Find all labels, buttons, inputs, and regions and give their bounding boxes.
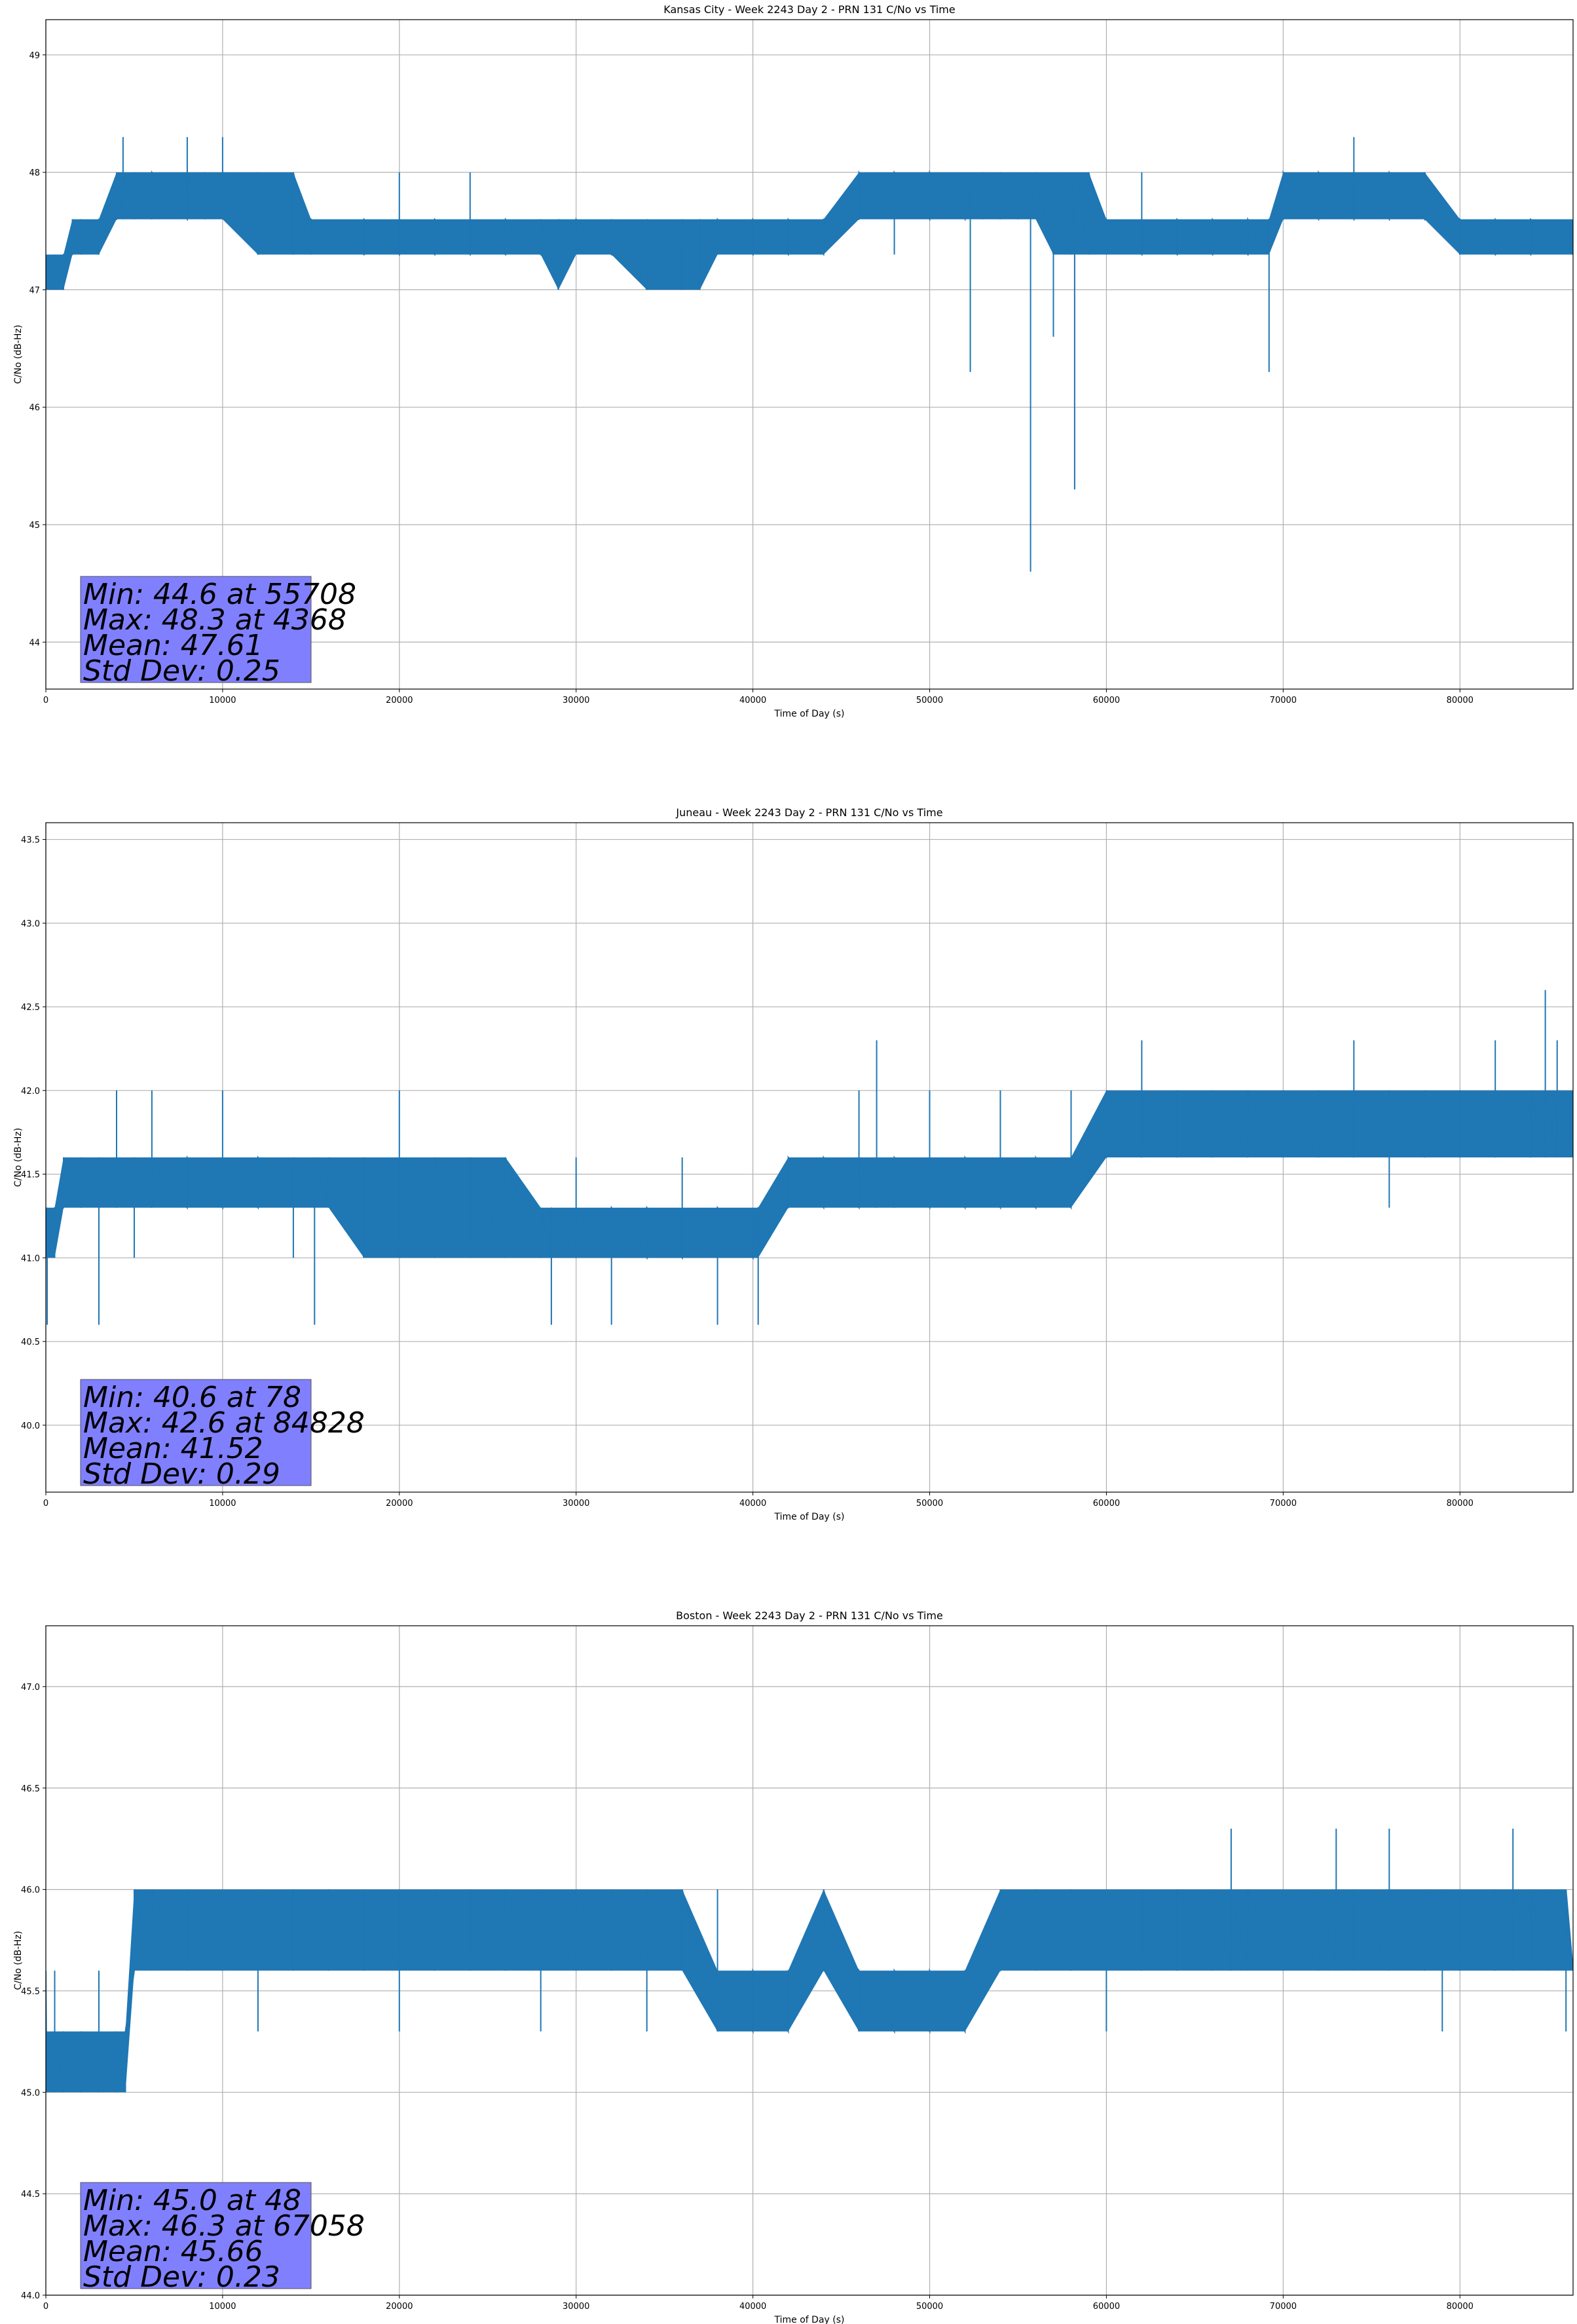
- x-tick-label: 40000: [739, 2302, 766, 2312]
- series-line: [46, 1828, 1573, 2093]
- chart-panel: 0 10000 20000 30000 40000 50000 60000 70000 8000…: [13, 3, 1574, 719]
- x-tick-label: 10000: [209, 2302, 236, 2312]
- chart-title: Kansas City - Week 2243 Day 2 - PRN 131 …: [663, 3, 955, 16]
- stats-line: Min: 44.6 at 55708: [83, 578, 356, 611]
- y-tick-label: 44.5: [21, 2190, 40, 2200]
- y-tick-label: 42.0: [21, 1087, 40, 1096]
- x-tick-label: 60000: [1093, 696, 1120, 705]
- x-tick-label: 40000: [739, 1499, 766, 1509]
- y-tick-label: 48: [29, 168, 40, 178]
- x-tick-label: 30000: [563, 1499, 589, 1509]
- signal-band: [46, 1090, 1573, 1258]
- y-tick-label: 44.0: [21, 2291, 40, 2301]
- y-tick-label: 45.0: [21, 2088, 40, 2098]
- x-tick-label: 60000: [1093, 1499, 1120, 1509]
- stats-box: [80, 1379, 312, 1486]
- axes-frame: [45, 19, 1574, 690]
- series-line: [46, 990, 1573, 1325]
- x-tick-label: 70000: [1270, 696, 1297, 705]
- x-tick-label: 60000: [1093, 2302, 1120, 2312]
- stats-line: Mean: 41.52: [83, 1432, 263, 1465]
- y-tick-label: 43.5: [21, 836, 40, 846]
- y-tick-label: 46: [29, 403, 40, 413]
- stats-line: Max: 46.3 at 67058: [83, 2209, 365, 2243]
- signal-band: [46, 172, 1573, 290]
- x-axis-label: Time of Day (s): [774, 1512, 845, 1522]
- y-tick-label: 43.0: [21, 919, 40, 929]
- signal-band: [46, 1889, 1573, 2093]
- axes-frame: [45, 822, 1574, 1493]
- y-tick-label: 40.5: [21, 1338, 40, 1347]
- x-tick-label: 0: [43, 1499, 48, 1509]
- stats-line: Min: 45.0 at 48: [83, 2184, 301, 2217]
- x-tick-label: 40000: [739, 696, 766, 705]
- stats-line: Std Dev: 0.23: [83, 2260, 280, 2294]
- series-line: [46, 137, 1573, 572]
- x-tick-label: 20000: [386, 696, 413, 705]
- chart-title: Boston - Week 2243 Day 2 - PRN 131 C/No …: [676, 1609, 943, 1622]
- y-tick-label: 42.5: [21, 1003, 40, 1013]
- y-axis-label: C/No (dB-Hz): [13, 1931, 24, 1990]
- stats-line: Min: 40.6 at 78: [83, 1381, 301, 1414]
- y-tick-label: 41.5: [21, 1171, 40, 1180]
- stats-line: Mean: 45.66: [83, 2235, 263, 2268]
- x-tick-label: 10000: [209, 696, 236, 705]
- chart-panel: 0 10000 20000 30000 40000 50000 60000 70000 8000…: [13, 1609, 1574, 2324]
- y-tick-label: 46.0: [21, 1886, 40, 1896]
- x-tick-label: 20000: [386, 2302, 413, 2312]
- x-tick-label: 50000: [916, 2302, 943, 2312]
- x-tick-label: 70000: [1270, 2302, 1297, 2312]
- x-tick-label: 20000: [386, 1499, 413, 1509]
- x-tick-label: 50000: [916, 696, 943, 705]
- x-axis-label: Time of Day (s): [774, 709, 845, 719]
- x-tick-label: 0: [43, 2302, 48, 2312]
- x-tick-label: 10000: [209, 1499, 236, 1509]
- stats-box: [80, 576, 312, 683]
- y-tick-label: 47.0: [21, 1683, 40, 1693]
- x-tick-label: 80000: [1447, 2302, 1474, 2312]
- chart-title: Juneau - Week 2243 Day 2 - PRN 131 C/No …: [675, 806, 942, 819]
- y-tick-label: 45.5: [21, 1987, 40, 1996]
- y-tick-label: 45: [29, 521, 40, 531]
- y-tick-label: 40.0: [21, 1421, 40, 1431]
- data-area: [46, 990, 1573, 1325]
- x-tick-label: 50000: [916, 1499, 943, 1509]
- stats-line: Max: 48.3 at 4368: [83, 603, 346, 637]
- y-tick-label: 46.5: [21, 1784, 40, 1794]
- x-tick-label: 30000: [563, 2302, 589, 2312]
- x-tick-label: 0: [43, 696, 48, 705]
- y-tick-label: 47: [29, 286, 40, 295]
- stats-line: Std Dev: 0.25: [83, 654, 280, 688]
- data-area: [46, 1828, 1573, 2093]
- data-area: [46, 137, 1573, 572]
- y-tick-label: 44: [29, 638, 40, 648]
- y-axis-label: C/No (dB-Hz): [13, 325, 24, 384]
- x-tick-label: 70000: [1270, 1499, 1297, 1509]
- axes-frame: [45, 1625, 1574, 2296]
- stats-line: Max: 42.6 at 84828: [83, 1406, 365, 1440]
- stats-box: [80, 2182, 312, 2289]
- x-tick-label: 80000: [1447, 1499, 1474, 1509]
- stats-line: Mean: 47.61: [83, 629, 263, 662]
- stats-line: Std Dev: 0.29: [83, 1457, 280, 1491]
- y-tick-label: 49: [29, 51, 40, 61]
- x-tick-label: 80000: [1447, 696, 1474, 705]
- x-tick-label: 30000: [563, 696, 589, 705]
- y-axis-label: C/No (dB-Hz): [13, 1128, 24, 1187]
- x-axis-label: Time of Day (s): [774, 2315, 845, 2324]
- chart-panel: 0 10000 20000 30000 40000 50000 60000 70000 8000…: [13, 806, 1574, 1522]
- y-tick-label: 41.0: [21, 1254, 40, 1264]
